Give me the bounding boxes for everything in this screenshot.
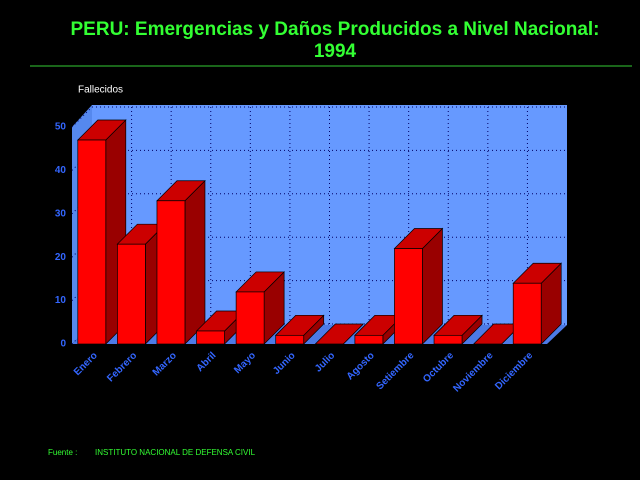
bar-top xyxy=(314,323,365,345)
y-tick-label: 20 xyxy=(55,252,67,263)
y-tick-label: 40 xyxy=(55,165,67,176)
grid-line-side xyxy=(71,236,93,258)
grid-line-side xyxy=(71,280,93,301)
bar xyxy=(354,334,384,345)
y-tick-label: 10 xyxy=(55,295,67,306)
bar xyxy=(156,200,186,345)
bar xyxy=(512,282,542,345)
bar xyxy=(196,330,225,345)
bar xyxy=(394,248,423,345)
chart-subtitle: 1994 xyxy=(314,41,357,62)
source: INSTITUTO NACIONAL DE DEFENSA CIVIL xyxy=(95,448,256,457)
grid-line-side xyxy=(71,193,93,215)
grid-line-side xyxy=(71,323,93,345)
chart-title: PERU: Emergencias y Daños Producidos a N… xyxy=(71,19,600,40)
bar xyxy=(275,334,305,345)
y-tick-label: 30 xyxy=(55,208,67,219)
grid-line-side xyxy=(71,106,93,128)
y-tick-label: 0 xyxy=(60,339,66,350)
y-axis-label: Fallecidos xyxy=(78,85,123,96)
bar-side xyxy=(184,179,206,345)
bar xyxy=(235,291,265,345)
bar xyxy=(117,243,146,345)
bar xyxy=(77,139,107,345)
grid-line-side xyxy=(71,150,93,171)
source-label: Fuente : xyxy=(48,448,77,457)
y-tick-label: 50 xyxy=(55,122,67,133)
bar xyxy=(433,334,463,345)
